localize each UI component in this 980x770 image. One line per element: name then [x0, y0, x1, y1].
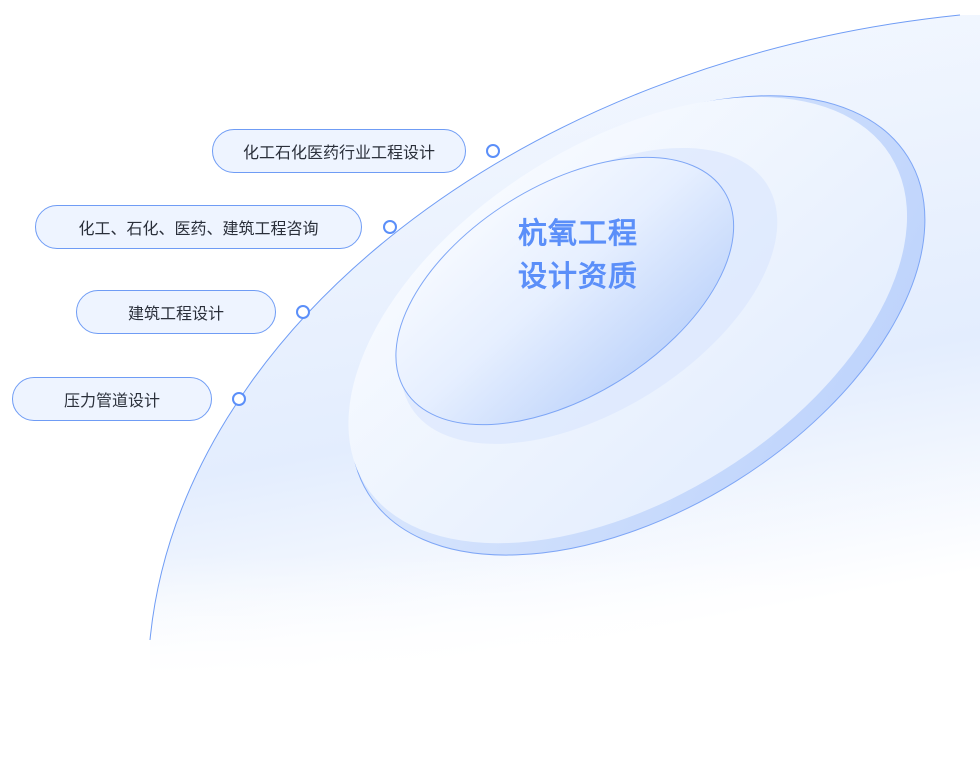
inner-disc — [395, 156, 735, 426]
center-title-line1: 杭氧工程 — [517, 216, 638, 250]
center-title: 杭氧工程 设计资质 — [478, 212, 678, 298]
item-label: 建筑工程设计 — [127, 304, 224, 323]
qualification-item: 建筑工程设计 — [76, 290, 276, 334]
qualification-item: 化工、石化、医药、建筑工程咨询 — [35, 205, 362, 249]
center-title-line2: 设计资质 — [517, 259, 638, 293]
node-dot — [296, 305, 310, 319]
qualification-item: 化工石化医药行业工程设计 — [212, 129, 466, 173]
node-dot — [232, 392, 246, 406]
node-dot — [486, 144, 500, 158]
item-label: 压力管道设计 — [63, 391, 160, 410]
arc-line — [149, 14, 961, 641]
item-label: 化工石化医药行业工程设计 — [242, 143, 435, 162]
node-dot — [383, 220, 397, 234]
qualification-item: 压力管道设计 — [12, 377, 212, 421]
item-label: 化工、石化、医药、建筑工程咨询 — [78, 219, 319, 238]
